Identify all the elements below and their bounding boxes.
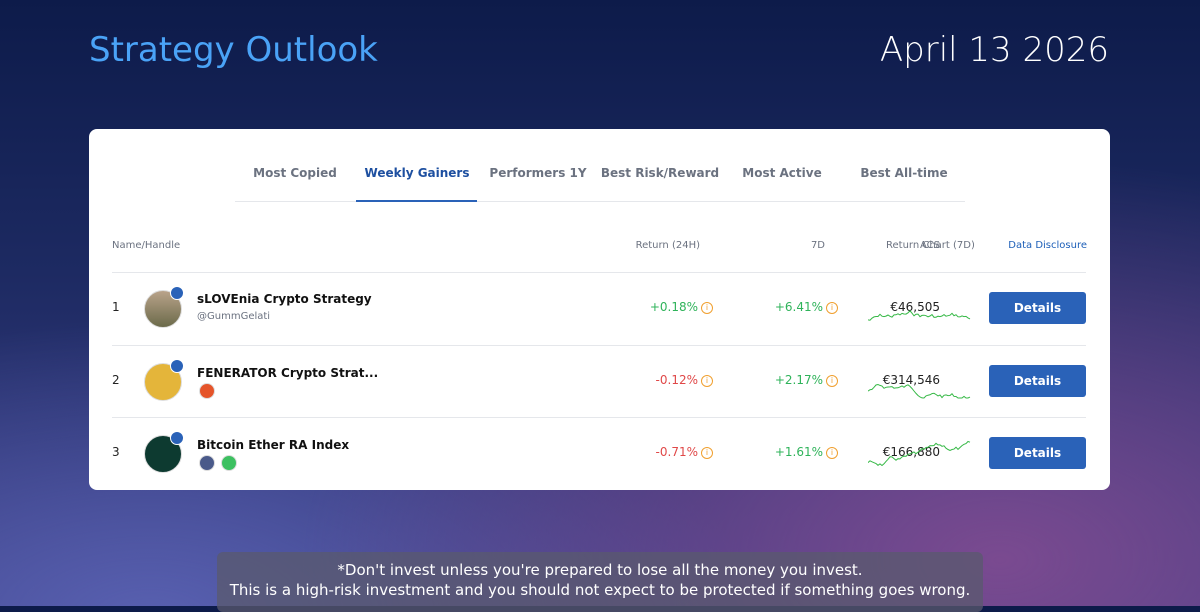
acs-value: €46,505 — [890, 300, 940, 314]
details-button[interactable]: Details — [989, 292, 1086, 324]
handle: @GummGelati — [197, 311, 271, 322]
rank: 1 — [112, 300, 120, 314]
sparkline-path — [868, 383, 971, 399]
disclaimer-line: This is a high-risk investment and you s… — [229, 581, 971, 599]
tab[interactable]: Weekly Gainers — [364, 166, 470, 180]
tab[interactable]: Most Active — [742, 166, 822, 180]
return-value: -0.71% i — [656, 445, 713, 459]
rank: 3 — [112, 445, 120, 459]
details-button[interactable]: Details — [989, 364, 1086, 397]
column-header: Name/Handle — [112, 240, 181, 251]
info-icon[interactable]: i — [826, 447, 838, 459]
return-text: +0.18% — [649, 300, 698, 314]
strategy-name[interactable]: sLOVEnia Crypto Strategy — [197, 292, 372, 306]
return-text: -0.71% — [655, 445, 698, 459]
tab[interactable]: Best All-time — [860, 166, 948, 180]
info-icon[interactable]: i — [701, 302, 713, 314]
column-header: Return Chart (7D) — [886, 240, 975, 251]
tab[interactable]: Best Risk/Reward — [600, 166, 720, 180]
return-value: -0.12% i — [656, 373, 713, 387]
strategy-name[interactable]: Bitcoin Ether RA Index — [197, 438, 350, 452]
sparkline — [868, 310, 971, 321]
tab[interactable]: Performers 1Y — [489, 166, 587, 180]
column-header: 7D — [810, 240, 825, 251]
info-icon[interactable]: i — [701, 374, 713, 387]
verified-badge — [170, 286, 184, 300]
return-value: +6.41% i — [775, 300, 838, 314]
return-value: +0.18% i — [650, 300, 713, 314]
return-text: +2.17% — [774, 372, 823, 387]
verified-badge — [170, 431, 184, 445]
sparkline — [868, 440, 971, 467]
row-separator — [112, 417, 1086, 418]
active-tab-indicator — [356, 200, 477, 202]
row-separator — [112, 344, 1086, 346]
strategy-name[interactable]: FENERATOR Crypto Strat... — [197, 365, 379, 380]
return-value: +2.17% i — [775, 373, 838, 387]
sparkline-path — [868, 310, 971, 321]
disclaimer-line: *Don't invest unless you're prepared to … — [337, 561, 863, 579]
rank: 2 — [112, 372, 120, 387]
acs-value: €314,546 — [882, 372, 940, 387]
card: Most Copied Weekly Gainers Performers 1Y Be… — [89, 129, 1110, 490]
return-text: +1.61% — [774, 445, 823, 459]
info-icon[interactable]: i — [826, 374, 838, 387]
column-header[interactable]: Data Disclosure — [1008, 240, 1087, 251]
return-text: +6.41% — [774, 300, 823, 314]
info-icon[interactable]: i — [701, 447, 713, 459]
sparkline — [868, 383, 971, 399]
badge-icon — [199, 382, 215, 399]
tab-divider — [235, 201, 965, 202]
badge-icon — [199, 455, 215, 471]
verified-badge — [170, 358, 184, 373]
row-separator — [112, 272, 1086, 273]
page-title: Strategy Outlook — [89, 30, 378, 70]
info-icon[interactable]: i — [826, 302, 838, 314]
tab[interactable]: Most Copied — [253, 166, 337, 180]
return-text: -0.12% — [655, 372, 698, 387]
disclaimer: *Don't invest unless you're prepared to … — [217, 552, 983, 612]
acs-value: €166,880 — [882, 445, 940, 459]
details-button[interactable]: Details — [989, 437, 1086, 469]
return-value: +1.61% i — [775, 445, 838, 459]
sparkline-path — [868, 440, 971, 467]
column-header: Return (24H) — [635, 240, 700, 251]
date: April 13 2026 — [879, 30, 1109, 70]
badge-icon — [221, 455, 237, 471]
column-header: ACS — [920, 240, 940, 251]
